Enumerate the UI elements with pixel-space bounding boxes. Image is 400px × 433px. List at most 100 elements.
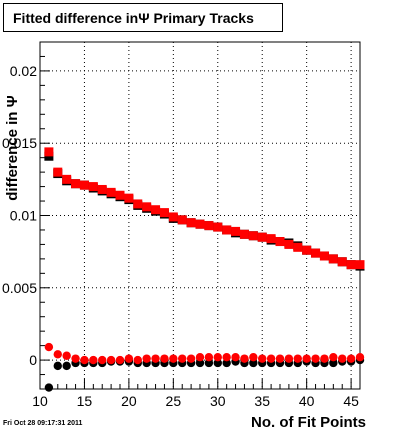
data-point-circle	[160, 354, 169, 363]
data-point-square	[124, 193, 134, 203]
data-point-square	[44, 147, 54, 157]
data-marks	[44, 147, 365, 392]
data-point-square	[222, 225, 232, 235]
data-point-square	[275, 237, 285, 247]
data-point-square	[88, 182, 98, 192]
data-point-square	[337, 257, 347, 267]
data-point-circle	[311, 354, 320, 363]
data-point-square	[293, 242, 303, 252]
data-point-square	[151, 205, 161, 215]
data-point-circle	[151, 354, 160, 363]
data-point-square	[142, 202, 152, 212]
y-axis-label: difference in Ψ	[4, 95, 21, 201]
data-point-circle	[329, 352, 338, 362]
data-point-square	[159, 208, 169, 218]
data-point-circle	[62, 361, 71, 371]
data-point-circle	[346, 354, 356, 363]
data-point-circle	[124, 354, 134, 363]
timestamp: Fri Oct 28 09:17:31 2011	[3, 420, 83, 427]
data-point-circle	[249, 352, 258, 362]
data-point-circle	[62, 351, 71, 360]
data-point-circle	[302, 354, 311, 363]
data-point-square	[62, 174, 72, 184]
data-point-circle	[71, 354, 80, 363]
data-point-circle	[53, 361, 62, 371]
data-point-circle	[44, 342, 54, 352]
data-point-circle	[142, 354, 151, 363]
data-point-circle	[80, 355, 89, 365]
data-point-square	[302, 245, 312, 255]
data-point-square	[133, 199, 143, 209]
x-tick-label: 45	[343, 393, 359, 409]
data-point-square	[79, 180, 89, 190]
data-point-square	[319, 251, 329, 261]
data-point-square	[284, 239, 294, 249]
y-tick-label: 0.015	[2, 135, 37, 151]
data-point-square	[168, 212, 178, 222]
chart-title: Fitted difference inΨ Primary Tracks	[13, 9, 254, 26]
data-point-square	[204, 221, 214, 231]
data-point-circle	[178, 354, 187, 363]
data-point-circle	[258, 354, 267, 363]
data-point-circle	[249, 358, 258, 368]
data-point-circle	[98, 355, 107, 365]
x-tick-label: 40	[299, 393, 315, 409]
data-point-circle	[222, 358, 231, 368]
data-point-circle	[329, 358, 338, 368]
x-axis-label: No. of Fit Points	[251, 414, 366, 431]
data-point-square	[106, 187, 116, 197]
data-point-circle	[195, 352, 205, 362]
x-tick-label: 15	[77, 393, 93, 409]
data-point-circle	[213, 358, 222, 368]
x-tick-label: 20	[121, 393, 137, 409]
data-point-circle	[222, 352, 231, 362]
data-point-circle	[204, 358, 214, 368]
data-point-square	[213, 222, 223, 232]
y-tick-label: 0.005	[2, 280, 37, 296]
title-box: Fitted difference inΨ Primary Tracks	[3, 3, 283, 32]
data-point-square	[115, 190, 125, 200]
data-point-circle	[44, 383, 54, 392]
data-point-square	[328, 254, 338, 264]
data-point-square	[231, 226, 241, 236]
data-point-square	[71, 179, 81, 189]
data-point-circle	[231, 352, 240, 362]
data-point-square	[266, 234, 276, 244]
data-point-circle	[53, 350, 62, 359]
data-point-square	[177, 215, 187, 225]
data-point-square	[186, 218, 196, 228]
data-point-circle	[169, 354, 178, 363]
data-point-circle	[320, 354, 329, 363]
data-point-circle	[355, 352, 365, 362]
data-point-circle	[240, 354, 249, 363]
data-point-square	[53, 167, 63, 177]
data-point-circle	[284, 354, 294, 363]
y-tick-label: 0	[29, 352, 37, 368]
y-tick-label: 0.01	[10, 208, 37, 224]
data-point-circle	[106, 355, 116, 365]
data-point-square	[248, 231, 258, 241]
data-point-circle	[293, 354, 302, 363]
data-point-circle	[186, 354, 196, 363]
data-point-square	[97, 184, 107, 194]
axes: 10 15 20 25 30 35 40 45 0 0.005 0.01 0.015 0.02	[2, 55, 361, 409]
data-point-square	[195, 219, 205, 229]
data-point-circle	[338, 354, 347, 363]
data-point-circle	[275, 354, 285, 363]
data-point-circle	[89, 355, 98, 365]
x-tick-label: 35	[254, 393, 270, 409]
data-point-circle	[133, 355, 142, 365]
data-point-square	[239, 229, 249, 239]
x-tick-label: 30	[210, 393, 226, 409]
x-tick-label: 10	[32, 393, 48, 409]
data-point-circle	[204, 352, 214, 362]
y-tick-label: 0.02	[10, 63, 37, 79]
data-point-square	[311, 248, 321, 258]
data-point-square	[257, 232, 267, 242]
data-point-circle	[266, 354, 276, 363]
data-point-circle	[213, 352, 222, 362]
x-tick-label: 25	[166, 393, 182, 409]
data-point-circle	[115, 355, 125, 365]
data-point-square	[346, 260, 356, 270]
